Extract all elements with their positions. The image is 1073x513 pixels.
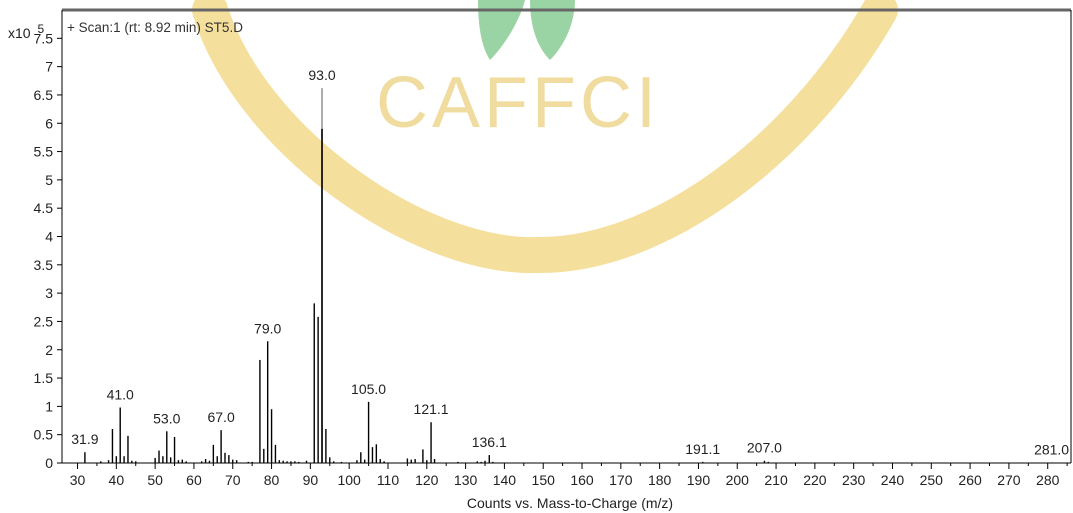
- x-tick-label: 190: [687, 472, 711, 488]
- x-tick-label: 70: [225, 472, 241, 488]
- x-tick-label: 180: [648, 472, 672, 488]
- peak-label: 79.0: [254, 320, 281, 336]
- spectrum-peaks: [84, 88, 1053, 463]
- peak-label: 281.0: [1034, 441, 1069, 457]
- y-tick-label: 0: [45, 455, 53, 471]
- y-tick-label: 3.5: [34, 257, 54, 273]
- x-tick-label: 30: [70, 472, 86, 488]
- x-tick-label: 110: [377, 472, 400, 488]
- y-tick-label: 6.5: [34, 87, 54, 103]
- x-tick-label: 120: [415, 472, 439, 488]
- y-tick-label: 3: [45, 285, 53, 301]
- peak-label: 191.1: [685, 441, 720, 457]
- peak-label: 207.0: [747, 440, 782, 456]
- y-tick-label: 5.5: [34, 144, 54, 160]
- x-tick-label: 210: [764, 472, 788, 488]
- x-tick-label: 130: [454, 472, 478, 488]
- peak-label: 41.0: [107, 387, 134, 403]
- x-tick-label: 200: [726, 472, 750, 488]
- peak-label: 93.0: [308, 67, 335, 83]
- scan-label: + Scan:1 (rt: 8.92 min) ST5.D: [67, 20, 243, 35]
- x-tick-label: 270: [997, 472, 1021, 488]
- x-tick-label: 80: [264, 472, 280, 488]
- watermark-leaf-left: [478, 0, 525, 60]
- y-tick-label: 2: [45, 342, 53, 358]
- x-tick-label: 100: [337, 472, 361, 488]
- peak-label: 121.1: [414, 401, 449, 417]
- x-tick-label: 170: [609, 472, 633, 488]
- peak-labels: 31.9 41.0 53.0 67.0 79.0 93.0 105.0 121.1 136.1 1…: [71, 67, 1069, 457]
- y-tick-label: 1: [45, 398, 53, 414]
- x-tick-label: 220: [803, 472, 827, 488]
- x-axis-ticks: 30 40 50 60 70 80 90 100 110 120 130 140 150 160 170 18…: [70, 463, 1068, 488]
- y-multiplier: x10 5: [8, 22, 44, 41]
- x-tick-label: 250: [920, 472, 944, 488]
- peak-label: 53.0: [153, 410, 180, 426]
- y-axis-ticks: 0 0.5 1 1.5 2 2.5 3 3.5 4 4.5 5 5.5 6 6.5 7 7.5: [34, 30, 62, 471]
- y-tick-label: 1.5: [34, 370, 54, 386]
- x-tick-label: 280: [1036, 472, 1060, 488]
- x-tick-label: 150: [532, 472, 556, 488]
- peak-label: 105.0: [351, 381, 386, 397]
- watermark-leaf-right: [530, 0, 575, 60]
- y-tick-label: 5: [45, 172, 53, 188]
- x-tick-label: 140: [493, 472, 517, 488]
- x-tick-label: 240: [881, 472, 905, 488]
- x-tick-label: 230: [842, 472, 866, 488]
- x-tick-label: 60: [186, 472, 202, 488]
- x-tick-label: 260: [958, 472, 982, 488]
- x-tick-label: 160: [570, 472, 594, 488]
- caffci-watermark-logo: CAFFCI: [192, 0, 898, 274]
- peak-label: 31.9: [71, 431, 98, 447]
- y-tick-label: 4: [45, 229, 53, 245]
- y-tick-label: 4.5: [34, 200, 54, 216]
- y-tick-label: 6: [45, 115, 53, 131]
- x-tick-label: 40: [109, 472, 125, 488]
- watermark-ring: [192, 0, 898, 274]
- x-axis-label: Counts vs. Mass-to-Charge (m/z): [467, 495, 673, 511]
- y-tick-label: 7: [45, 59, 53, 75]
- watermark-text: CAFFCI: [376, 63, 660, 143]
- y-tick-label: 2.5: [34, 313, 54, 329]
- y-tick-label: 0.5: [34, 427, 54, 443]
- x-tick-label: 90: [303, 472, 319, 488]
- y-tick-label: 7.5: [34, 30, 54, 46]
- peak-label: 136.1: [472, 434, 507, 450]
- peak-label: 67.0: [207, 409, 234, 425]
- x-tick-label: 50: [147, 472, 163, 488]
